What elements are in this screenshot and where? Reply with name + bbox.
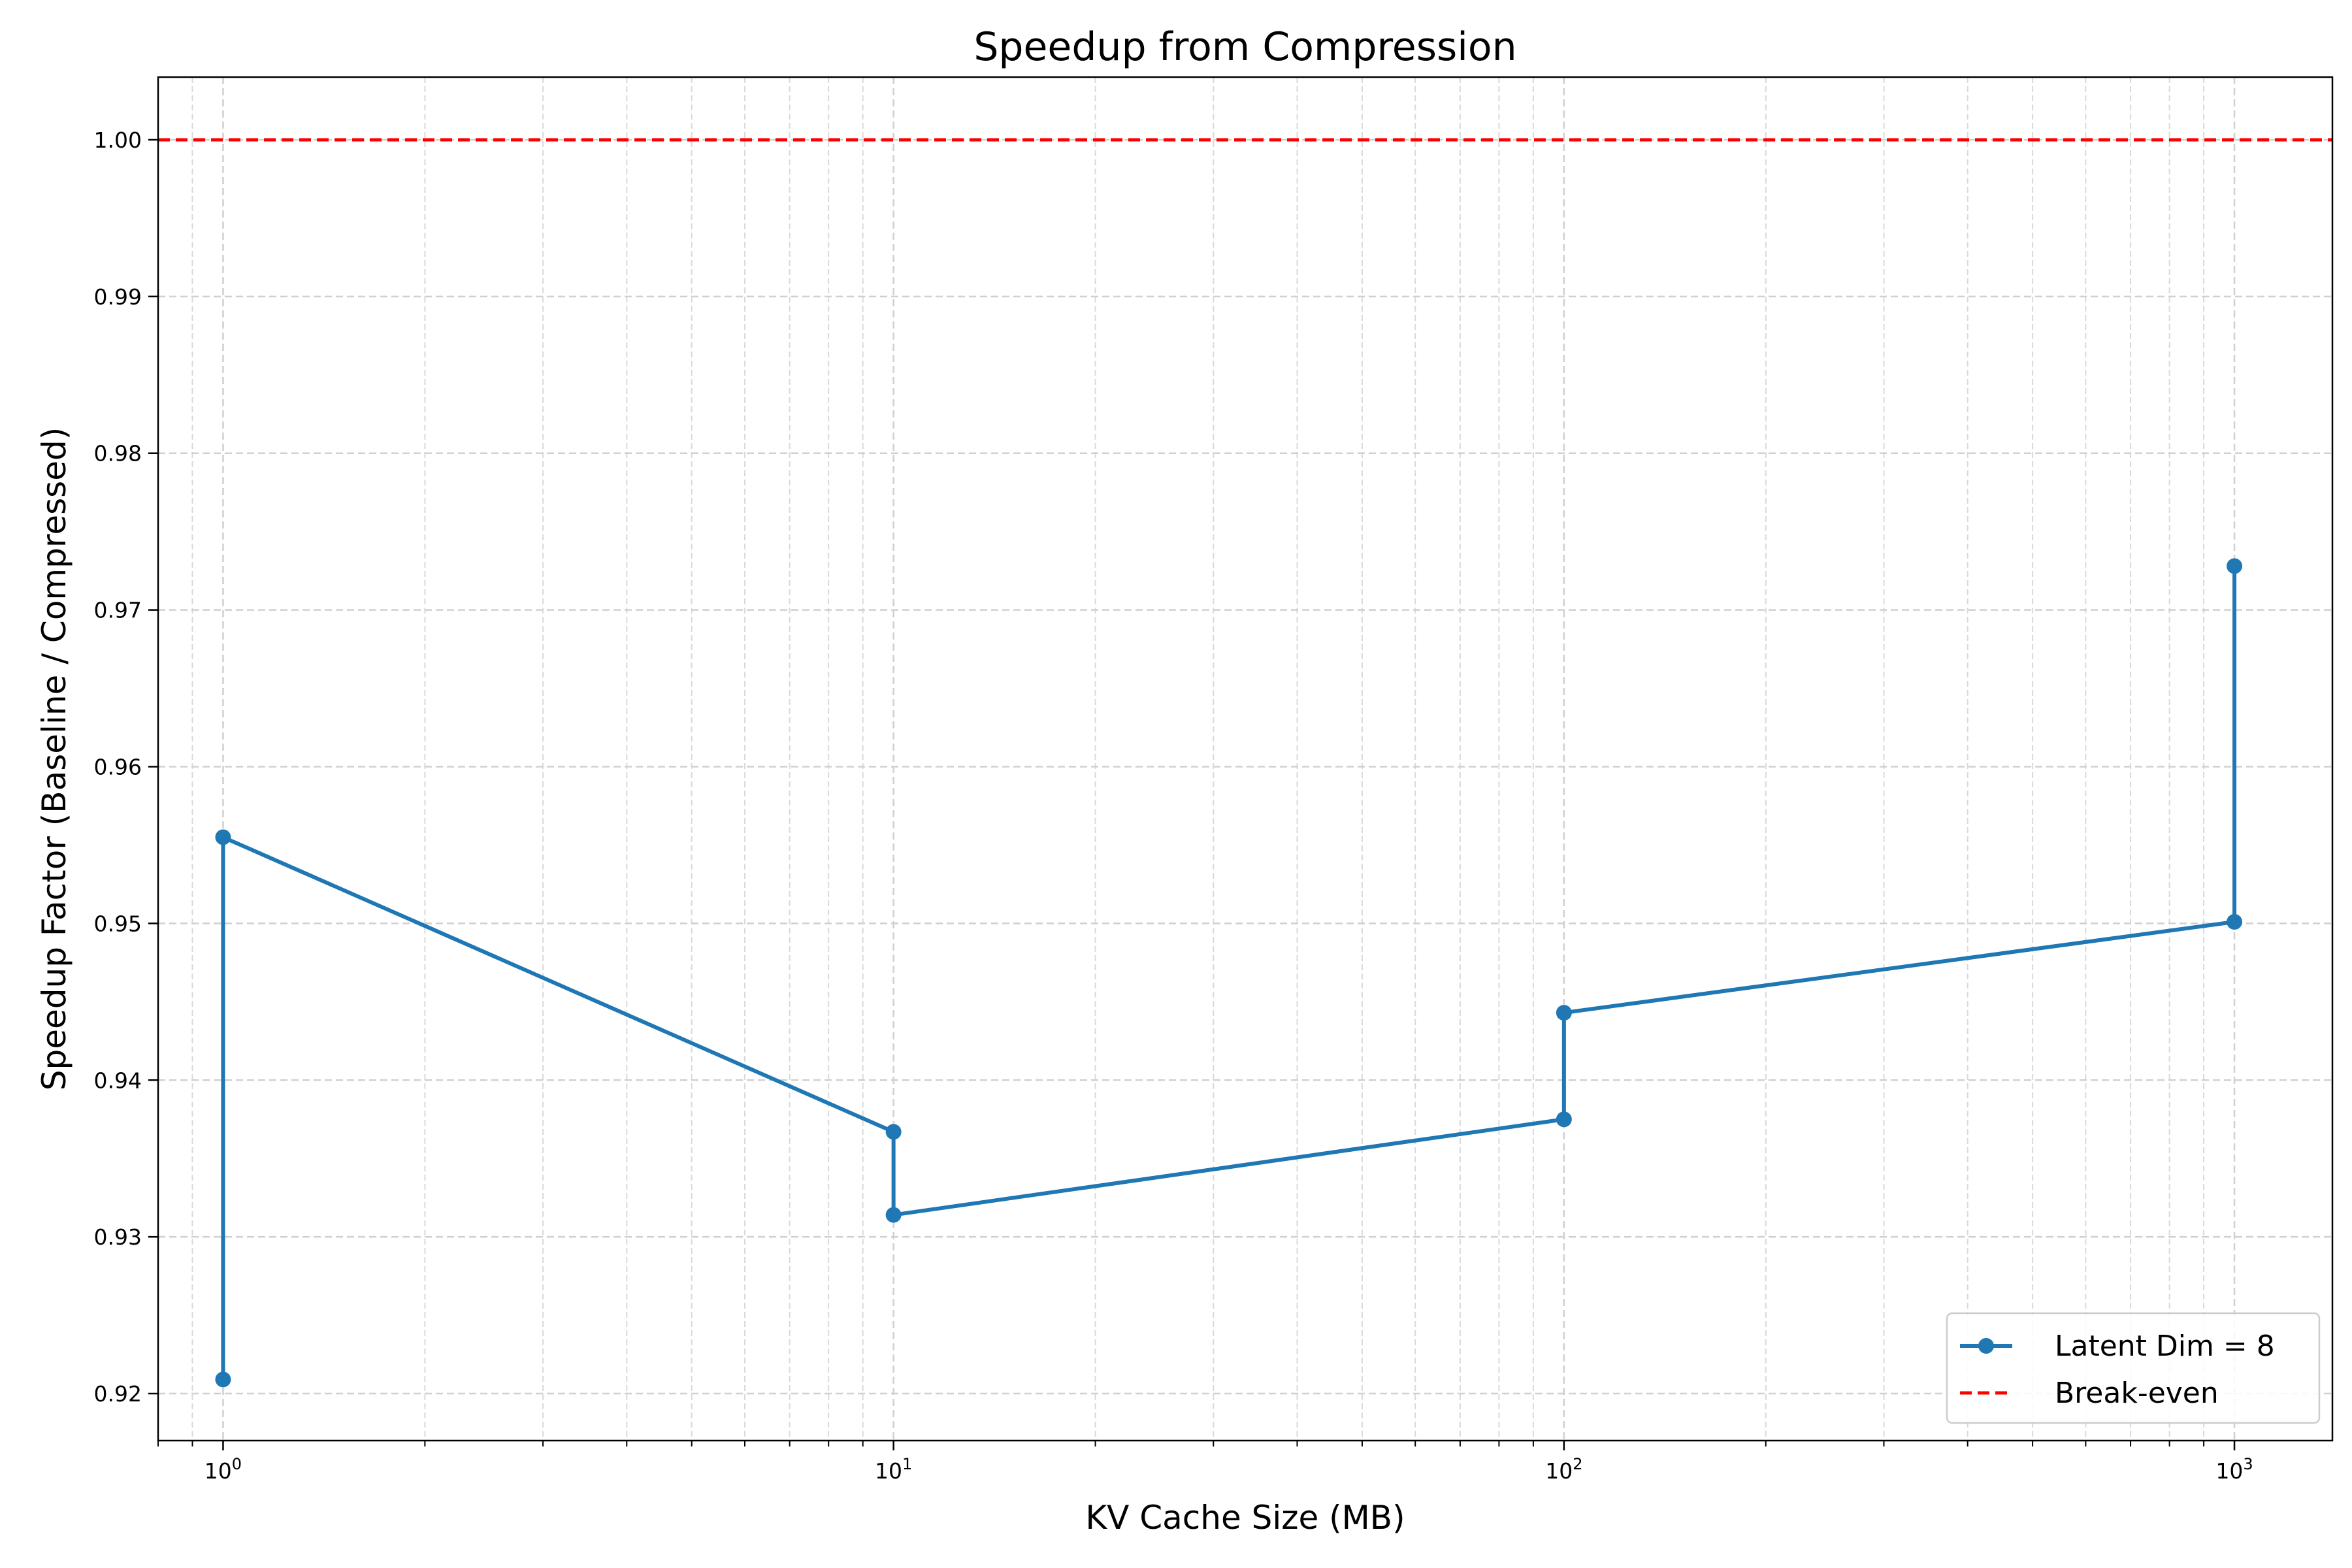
data-point-marker [2227,913,2243,930]
legend-box [1946,1312,2321,1424]
latent-dim-8-line [221,566,2237,1380]
x-tick-label: 100 [204,1455,242,1484]
data-point-marker [215,829,231,845]
legend-label: Latent Dim = 8 [2055,1330,2275,1363]
plot-area [158,138,2332,1388]
y-tick-label: 0.96 [94,754,142,779]
y-tick-label: 1.00 [94,127,142,153]
legend: Latent Dim = 8 Break-even [1946,1312,2321,1424]
x-tick-label: 102 [1545,1455,1582,1484]
data-point-marker [885,1124,902,1140]
data-point-marker [1556,1111,1572,1128]
y-tick-label: 0.94 [94,1068,142,1093]
grid [157,77,2332,1441]
x-axis-label: KV Cache Size (MB) [1085,1499,1405,1537]
chart-title: Speedup from Compression [973,24,1516,70]
plot-frame [157,76,2334,1442]
data-point-marker [885,1207,902,1223]
y-tick-label: 0.99 [94,284,142,310]
y-tick-label: 0.98 [94,441,142,466]
x-tick-label: 101 [875,1455,912,1484]
data-point-marker [215,1371,231,1388]
data-point-marker [2227,558,2243,574]
y-tick-label: 0.93 [94,1224,142,1250]
data-point-marker [1556,1005,1572,1021]
y-tick-label: 0.92 [94,1381,142,1407]
axis-ticks: 100 101 102 103 0.92 0.93 0.94 0.95 0.96 0.97 0.98… [94,127,2253,1484]
x-tick-label: 103 [2215,1455,2253,1484]
y-tick-label: 0.95 [94,911,142,936]
legend-swatch-marker [1978,1338,1994,1354]
y-tick-label: 0.97 [94,598,142,623]
y-axis-label: Speedup Factor (Baseline / Compressed) [35,427,73,1090]
legend-label: Break-even [2055,1377,2219,1410]
